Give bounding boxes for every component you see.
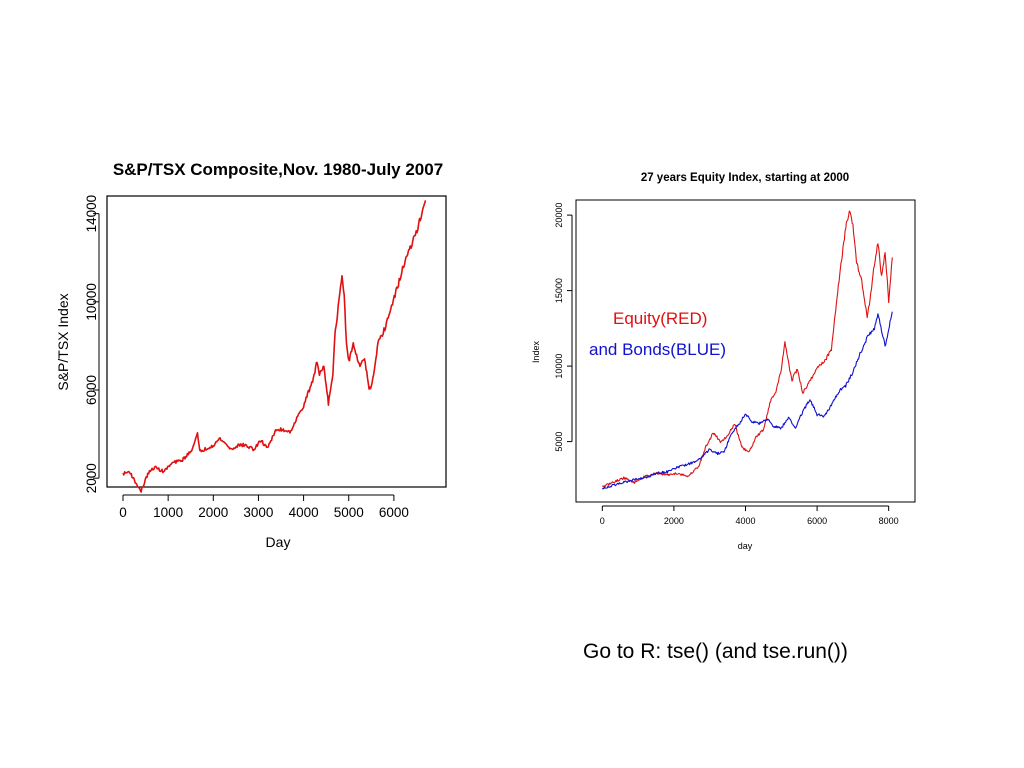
chart1-title: S&P/TSX Composite,Nov. 1980-July 2007 <box>113 160 443 179</box>
chart2-annotation-equity: Equity(RED) <box>613 309 707 328</box>
x-tick-label: 6000 <box>807 516 827 526</box>
chart2-y-label: Index <box>531 340 541 363</box>
x-tick-label: 1000 <box>153 505 183 520</box>
x-tick-label: 5000 <box>334 505 364 520</box>
x-tick-label: 8000 <box>879 516 899 526</box>
x-tick-label: 2000 <box>198 505 228 520</box>
y-tick-label: 20000 <box>554 203 564 228</box>
chart2-plot-frame <box>575 199 916 503</box>
chart1-plot-frame <box>106 195 447 488</box>
x-tick-label: 6000 <box>379 505 409 520</box>
chart2-annotation-bonds: and Bonds(BLUE) <box>589 340 726 359</box>
y-tick-label: 2000 <box>84 463 99 493</box>
y-tick-label: 5000 <box>554 432 564 452</box>
x-tick-label: 4000 <box>735 516 755 526</box>
y-tick-label: 14000 <box>84 195 99 233</box>
x-tick-label: 3000 <box>243 505 273 520</box>
x-tick-label: 4000 <box>289 505 319 520</box>
x-tick-label: 0 <box>119 505 127 520</box>
chart1-x-label: Day <box>266 534 291 550</box>
slide-caption: Go to R: tse() (and tse.run()) <box>583 640 848 663</box>
y-tick-label: 10000 <box>84 283 99 321</box>
chart2-title: 27 years Equity Index, starting at 2000 <box>641 172 849 184</box>
x-tick-label: 2000 <box>664 516 684 526</box>
series-line-s-p-tsx-index <box>122 200 427 493</box>
chart2-x-label: day <box>738 541 753 551</box>
series-line-bonds <box>601 311 893 490</box>
x-tick-label: 0 <box>600 516 605 526</box>
y-tick-label: 15000 <box>554 278 564 303</box>
y-tick-label: 10000 <box>554 354 564 379</box>
chart1-y-label: S&P/TSX Index <box>55 293 71 390</box>
tsx-composite-chart: S&P/TSX Composite,Nov. 1980-July 2007 0 1… <box>55 160 447 550</box>
equity-index-chart: 27 years Equity Index, starting at 2000 … <box>531 172 916 551</box>
y-tick-label: 6000 <box>84 375 99 405</box>
